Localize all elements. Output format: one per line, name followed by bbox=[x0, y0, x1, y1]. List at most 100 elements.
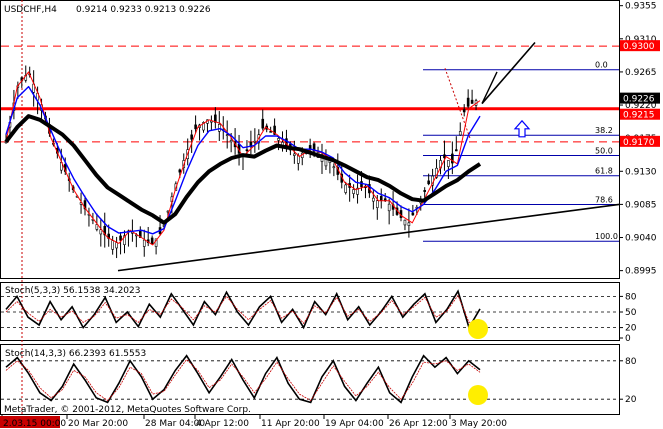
y-tick-label: 0.9220 bbox=[625, 101, 657, 111]
stoch1-title: Stoch(5,3,3) 56.1538 34.2023 bbox=[5, 286, 140, 296]
candle-body bbox=[451, 153, 454, 164]
candle-body bbox=[470, 99, 474, 104]
y-tick-label: 0.9355 bbox=[625, 2, 657, 12]
candle-body bbox=[273, 125, 276, 135]
y-tick-label: 0.9265 bbox=[625, 68, 657, 78]
candle-body bbox=[423, 190, 427, 192]
stoch-tick-label: 20 bbox=[625, 395, 637, 405]
price-tag-box bbox=[620, 92, 660, 104]
candle-body bbox=[427, 180, 430, 185]
x-tick-label: 3 May 20:00 bbox=[451, 419, 507, 429]
candle-body bbox=[225, 134, 229, 136]
candle-body bbox=[99, 229, 103, 235]
candle-body bbox=[119, 235, 122, 241]
stoch-tick-label: 50 bbox=[625, 308, 637, 318]
candle-body bbox=[332, 166, 336, 169]
candle-body bbox=[178, 169, 182, 173]
chart-symbol-timeframe: USDCHF,H4 bbox=[4, 5, 57, 15]
price-tag-box bbox=[620, 135, 660, 147]
candle-body bbox=[150, 237, 154, 245]
candle-body bbox=[218, 124, 221, 132]
candle-body bbox=[458, 131, 462, 136]
candle-body bbox=[454, 149, 458, 152]
y-tick-label: 0.8995 bbox=[625, 267, 657, 277]
y-tick-label: 0.9085 bbox=[625, 200, 657, 210]
candle-body bbox=[352, 189, 355, 194]
time-cursor-box bbox=[0, 416, 60, 428]
candle-body bbox=[372, 197, 375, 202]
x-tick-label: 19 Apr 04:00 bbox=[325, 419, 384, 429]
candle-body bbox=[261, 118, 265, 129]
fibo-level-label: 78.6 bbox=[595, 196, 613, 205]
x-tick-label: 2.03.15 00:00 bbox=[3, 419, 66, 429]
fibo-level-label: 50.0 bbox=[595, 146, 613, 155]
copyright-text: MetaTrader, © 2001-2012, MetaQuotes Soft… bbox=[4, 405, 251, 415]
candle-body bbox=[411, 212, 415, 216]
projection-arrow-line bbox=[481, 71, 498, 104]
candle-body bbox=[214, 114, 217, 123]
candle-body bbox=[277, 138, 280, 141]
x-tick-label: 4 Apr 12:00 bbox=[196, 419, 249, 429]
stoch-line bbox=[5, 294, 481, 325]
stoch-tick-label: 20 bbox=[625, 324, 637, 334]
candle-body bbox=[403, 219, 407, 226]
projection-arrow-line bbox=[481, 41, 536, 105]
stoch-line bbox=[5, 289, 481, 330]
candle-body bbox=[375, 200, 379, 208]
price-tag-box bbox=[620, 108, 660, 120]
candle-body bbox=[269, 131, 272, 133]
price-tag-label: 0.9300 bbox=[623, 42, 655, 52]
highlight-circle bbox=[468, 385, 488, 405]
candle-body bbox=[123, 235, 126, 245]
candle-body bbox=[115, 242, 118, 249]
fibo-level-label: 38.2 bbox=[595, 126, 613, 135]
candle-body bbox=[245, 149, 249, 152]
y-tick-label: 0.9130 bbox=[625, 167, 657, 177]
x-tick-label: 11 Apr 20:00 bbox=[261, 419, 320, 429]
stoch-tick-label: 80 bbox=[625, 357, 637, 367]
stoch-line bbox=[5, 358, 481, 402]
candle-body bbox=[447, 160, 450, 167]
y-tick-label: 0.9040 bbox=[625, 234, 657, 244]
stoch-tick-label: 80 bbox=[625, 292, 637, 302]
candle-body bbox=[356, 187, 359, 195]
fibo-level-label: 0.0 bbox=[595, 61, 608, 70]
candle-body bbox=[293, 153, 296, 156]
x-tick-label: 26 Apr 12:00 bbox=[389, 419, 448, 429]
price-tag-label: 0.9226 bbox=[623, 95, 655, 105]
candle-body bbox=[466, 97, 470, 107]
x-tick-label: 20 Mar 20:00 bbox=[68, 419, 128, 429]
candle-body bbox=[443, 154, 446, 159]
chart-ohlc-values: 0.9214 0.9233 0.9213 0.9226 bbox=[76, 5, 211, 15]
stoch2-panel-frame bbox=[0, 344, 620, 415]
fibo-level-label: 100.0 bbox=[595, 232, 618, 241]
candle-body bbox=[229, 140, 233, 143]
candle-body bbox=[190, 134, 193, 140]
candle-body bbox=[344, 184, 348, 193]
price-tag-label: 0.9215 bbox=[623, 111, 655, 121]
candle-body bbox=[83, 200, 87, 210]
candle-body bbox=[253, 140, 257, 143]
candle-body bbox=[379, 195, 383, 202]
support-trendline bbox=[117, 203, 620, 272]
candle-body bbox=[142, 239, 146, 247]
highlight-circle bbox=[468, 319, 488, 339]
candle-body bbox=[111, 240, 114, 250]
candle-body bbox=[462, 109, 466, 113]
x-tick-label: 28 Mar 04:00 bbox=[145, 419, 205, 429]
fibo-level-label: 61.8 bbox=[595, 167, 613, 176]
stoch2-title: Stoch(14,3,3) 66.2393 61.5553 bbox=[5, 349, 146, 359]
up-arrow-icon bbox=[513, 119, 531, 138]
moving-average-line bbox=[5, 85, 481, 235]
swing-dotted-line bbox=[444, 68, 471, 139]
stoch-tick-label: 0 bbox=[625, 334, 631, 344]
moving-average-line bbox=[4, 114, 482, 225]
candle-body bbox=[103, 226, 107, 236]
y-tick-label: 0.9310 bbox=[625, 35, 657, 45]
price-tag-label: 0.9170 bbox=[623, 138, 655, 148]
stoch-line bbox=[5, 354, 481, 404]
candle-body bbox=[387, 203, 391, 212]
candle-body bbox=[312, 143, 316, 152]
candle-body bbox=[202, 122, 205, 131]
candle-body bbox=[95, 224, 99, 230]
